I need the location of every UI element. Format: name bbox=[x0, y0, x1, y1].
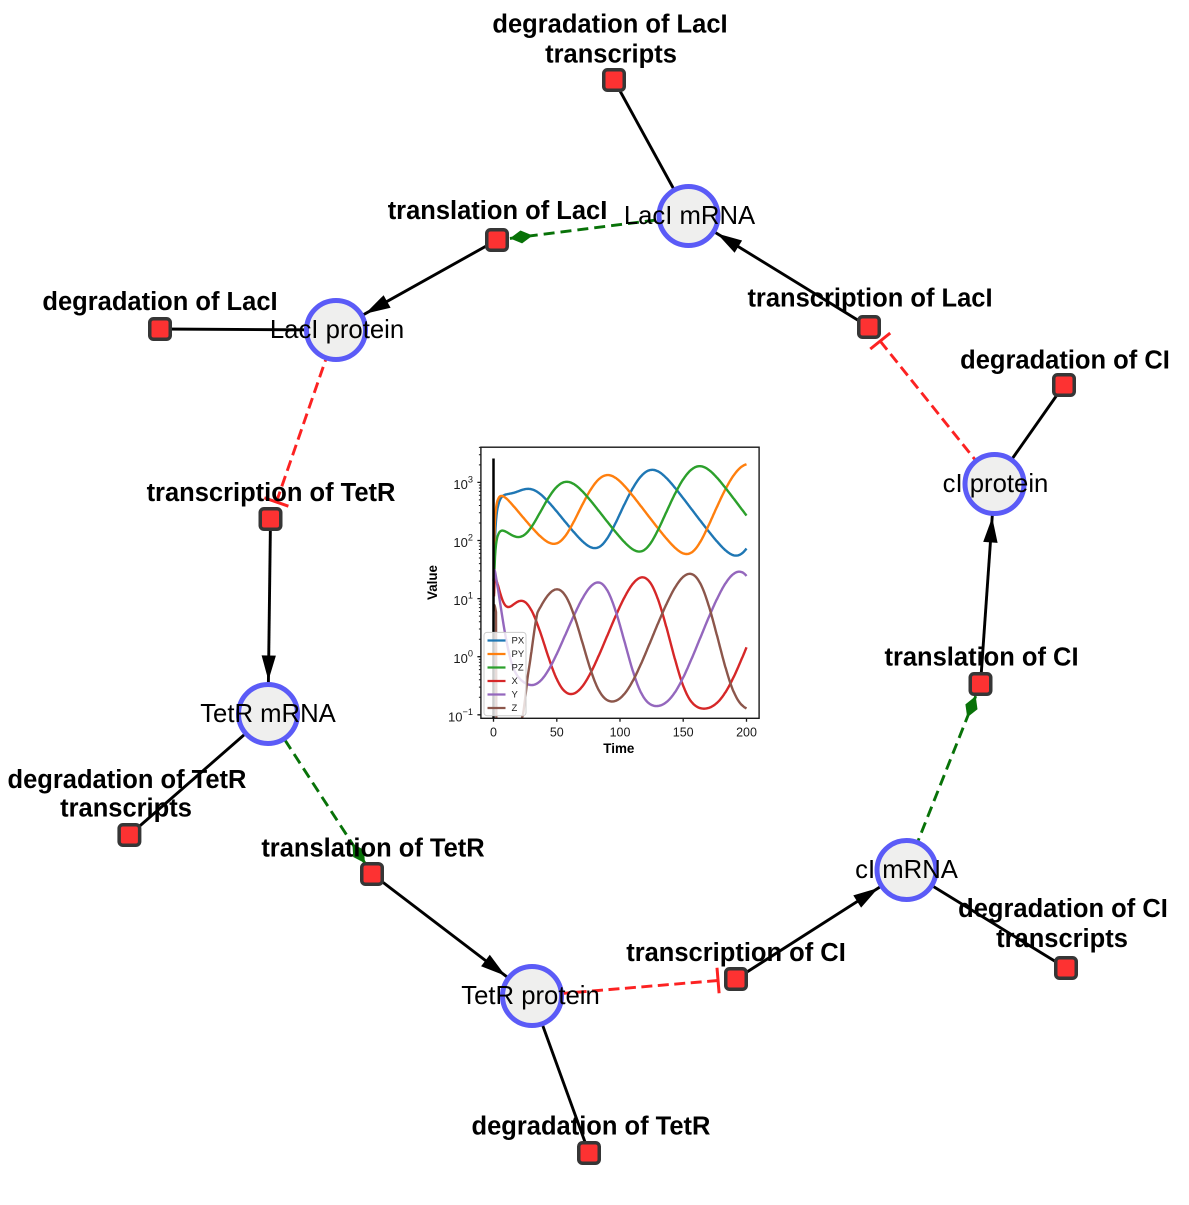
svg-text:transcription of TetR: transcription of TetR bbox=[147, 479, 396, 507]
svg-text:degradation of TetR: degradation of TetR bbox=[8, 766, 247, 794]
svg-text:200: 200 bbox=[736, 726, 757, 740]
svg-text:transcripts: transcripts bbox=[545, 41, 677, 69]
svg-text:Y: Y bbox=[512, 690, 519, 701]
svg-text:LacI protein: LacI protein bbox=[270, 316, 404, 344]
svg-text:transcripts: transcripts bbox=[996, 925, 1128, 953]
svg-text:degradation of LacI: degradation of LacI bbox=[42, 288, 277, 316]
svg-text:degradation of TetR: degradation of TetR bbox=[472, 1113, 711, 1141]
svg-text:Value: Value bbox=[425, 565, 440, 600]
svg-text:150: 150 bbox=[673, 726, 694, 740]
svg-text:100: 100 bbox=[610, 726, 631, 740]
svg-text:degradation of CI: degradation of CI bbox=[960, 347, 1170, 375]
svg-text:degradation of LacI: degradation of LacI bbox=[492, 11, 727, 39]
svg-text:TetR mRNA: TetR mRNA bbox=[200, 700, 336, 728]
svg-text:cI protein: cI protein bbox=[943, 470, 1049, 498]
svg-text:transcription of CI: transcription of CI bbox=[626, 939, 846, 967]
svg-text:PZ: PZ bbox=[512, 663, 524, 674]
svg-text:transcripts: transcripts bbox=[60, 795, 192, 823]
svg-text:PX: PX bbox=[512, 636, 525, 647]
svg-text:transcription of LacI: transcription of LacI bbox=[747, 285, 992, 313]
svg-text:translation of LacI: translation of LacI bbox=[388, 197, 608, 225]
svg-text:50: 50 bbox=[550, 726, 564, 740]
svg-text:PY: PY bbox=[512, 649, 525, 660]
svg-text:0: 0 bbox=[490, 726, 497, 740]
svg-text:translation of TetR: translation of TetR bbox=[261, 835, 484, 863]
svg-text:degradation of CI: degradation of CI bbox=[958, 895, 1168, 923]
svg-text:cI mRNA: cI mRNA bbox=[855, 856, 959, 884]
svg-text:translation of CI: translation of CI bbox=[884, 644, 1078, 672]
svg-text:Z: Z bbox=[512, 703, 518, 714]
svg-text:Time: Time bbox=[603, 741, 634, 756]
svg-text:TetR protein: TetR protein bbox=[461, 982, 600, 1010]
svg-text:LacI mRNA: LacI mRNA bbox=[624, 202, 756, 230]
svg-text:X: X bbox=[512, 676, 519, 687]
